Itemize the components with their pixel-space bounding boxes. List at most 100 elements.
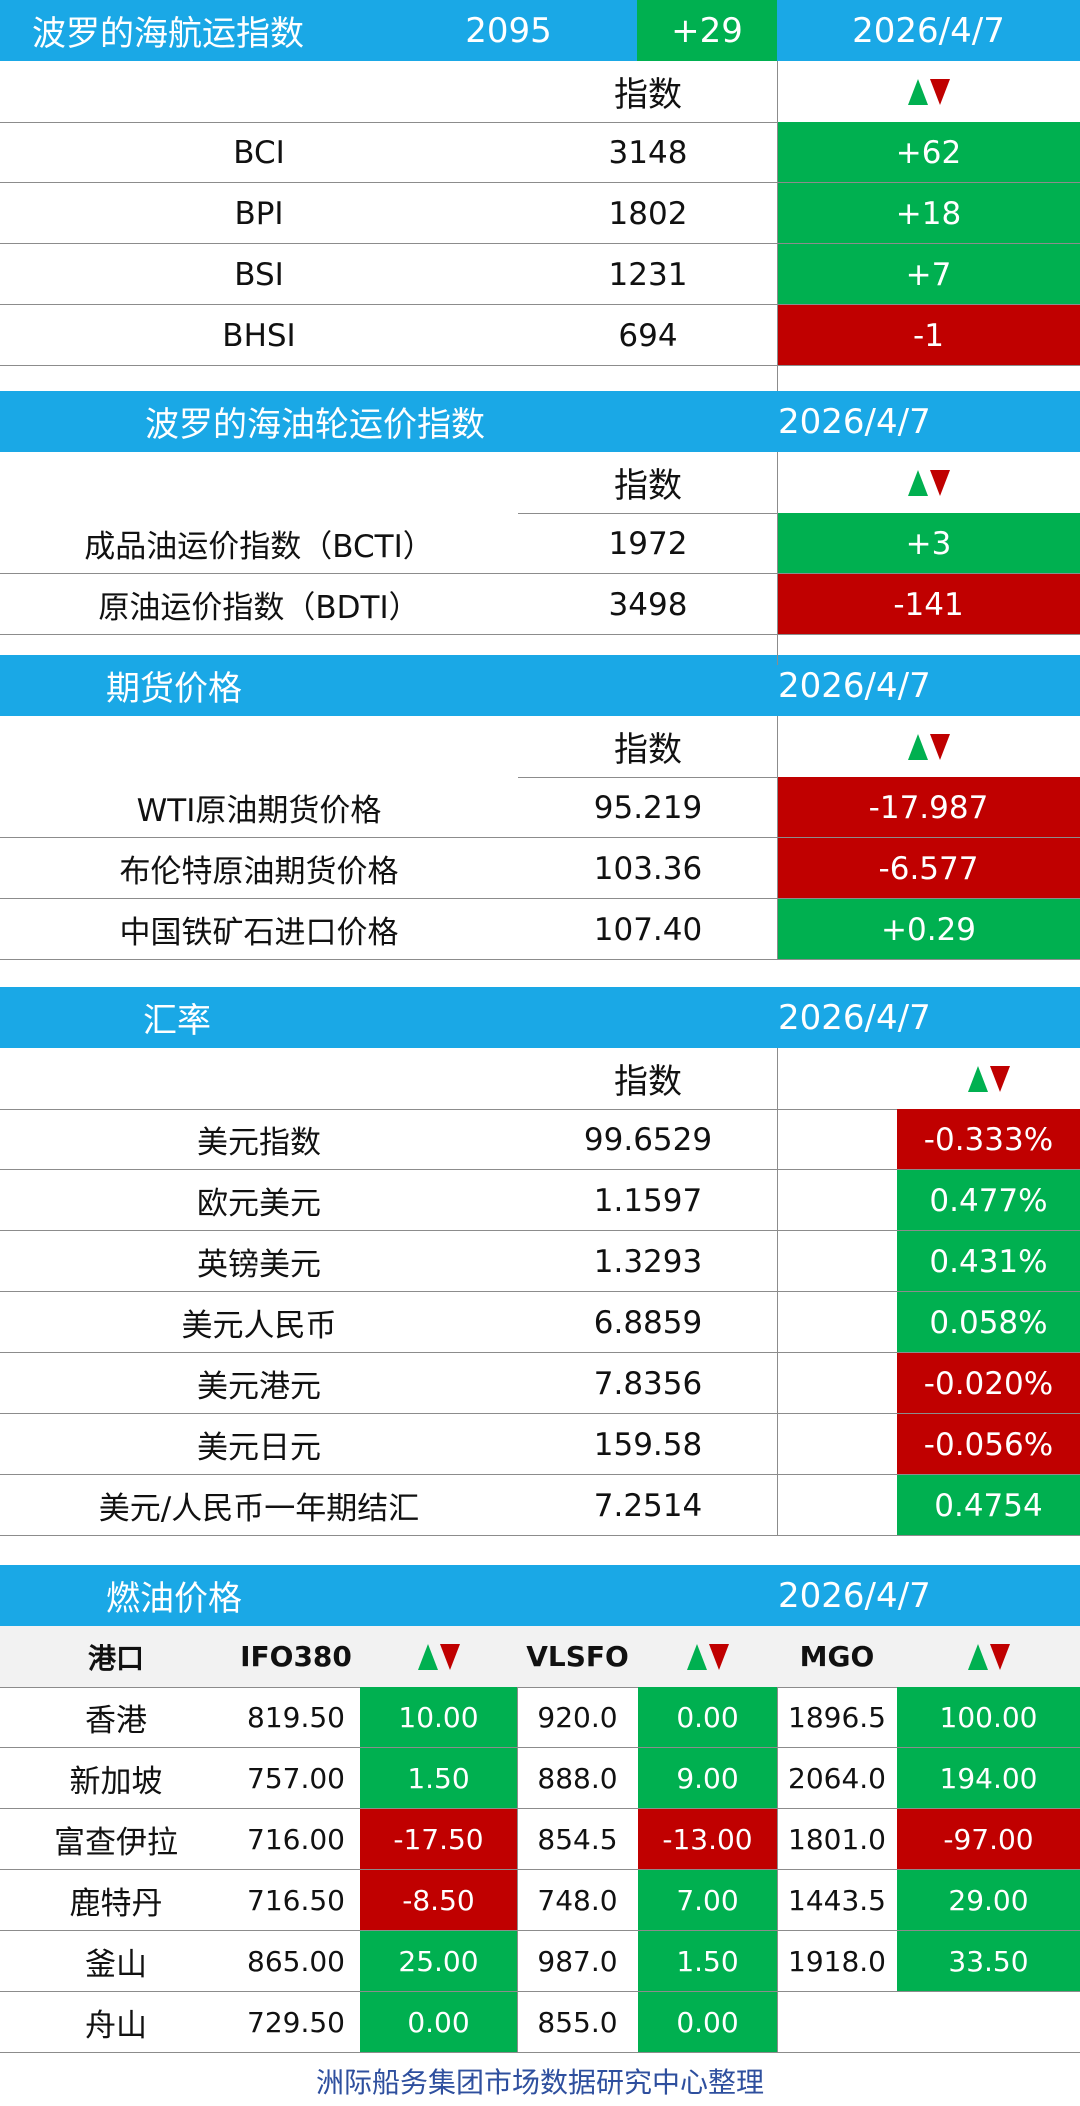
row-divider [0, 959, 1080, 960]
fuel-row-port: 香港 [85, 1703, 147, 1739]
fuel-row-ifo-change: -17.50 [360, 1809, 517, 1870]
fuel-row-ifo: 729.50 [247, 2006, 345, 2039]
table-row: 欧元美元 1.1597 0.477% [0, 1170, 1080, 1231]
bdi-row-value: 3148 [608, 134, 688, 171]
bdi-row-change: +7 [777, 244, 1080, 305]
futures-col-index: 指数 [614, 730, 682, 770]
tanker-row-name: 成品油运价指数（BCTI） [84, 529, 434, 565]
row-divider [0, 1230, 1080, 1231]
down-arrow-icon [929, 78, 950, 105]
fx-row-value: 7.8356 [593, 1365, 703, 1402]
futures-title: 期货价格 [0, 655, 630, 716]
table-row: 香港 819.50 10.00 920.0 0.00 1896.5 100.00 [0, 1687, 1080, 1748]
tanker-date: 2026/4/7 [630, 391, 1080, 452]
row-divider [0, 1869, 1080, 1870]
up-arrow-icon [686, 1643, 707, 1670]
table-row: BSI 1231 +7 [0, 244, 1080, 305]
tanker-row-value: 3498 [608, 586, 688, 623]
fuel-row-port: 富查伊拉 [54, 1825, 178, 1861]
up-arrow-icon [967, 1065, 988, 1092]
fuel-col-header: 港口 IFO380 VLSFO MGO [0, 1626, 1080, 1687]
fuel-row-mgo-change: 29.00 [897, 1870, 1080, 1931]
column-divider [777, 1048, 778, 1536]
fuel-row-ifo: 716.00 [247, 1823, 345, 1856]
fuel-row-ifo-change: 0.00 [360, 1992, 517, 2053]
bdi-row-change: -1 [777, 305, 1080, 366]
table-row: 成品油运价指数（BCTI） 1972 +3 [0, 513, 1080, 574]
futures-col-header: 指数 [0, 716, 1080, 777]
fx-row-value: 1.1597 [593, 1182, 703, 1219]
row-divider [0, 122, 1080, 123]
footer-credit: 洲际船务集团市场数据研究中心整理 [315, 2066, 764, 2099]
row-divider [0, 182, 1080, 183]
fuel-row-mgo: 1896.5 [788, 1701, 886, 1734]
fuel-row-vlsfo-change: 0.00 [638, 1687, 777, 1748]
tanker-row-change: +3 [777, 513, 1080, 574]
fuel-row-ifo: 757.00 [247, 1762, 345, 1795]
fx-col-arrows [897, 1048, 1080, 1109]
futures-row-name: 布伦特原油期货价格 [119, 854, 399, 890]
fuel-col-mgo-arrows [897, 1626, 1080, 1687]
bdi-row-value: 1802 [608, 195, 688, 232]
bdi-row-name: BCI [233, 134, 285, 171]
bdi-row-change: +18 [777, 183, 1080, 244]
table-row: 美元港元 7.8356 -0.020% [0, 1353, 1080, 1414]
fuel-row-port: 釜山 [85, 1947, 147, 1983]
table-row: 舟山 729.50 0.00 855.0 0.00 [0, 1992, 1080, 2053]
fx-row-name: 美元/人民币一年期结汇 [98, 1491, 420, 1527]
fuel-title: 燃油价格 [0, 1565, 630, 1626]
fuel-row-ifo-change: 25.00 [360, 1931, 517, 1992]
bdi-row-change: +62 [777, 122, 1080, 183]
tanker-header: 波罗的海油轮运价指数 2026/4/7 [0, 391, 1080, 452]
row-divider [0, 1930, 1080, 1931]
fuel-row-vlsfo-change: 0.00 [638, 1992, 777, 2053]
fuel-col-vlsfo-arrows [638, 1626, 777, 1687]
fuel-row-ifo-change: 1.50 [360, 1748, 517, 1809]
fx-row-change: -0.056% [897, 1414, 1080, 1475]
table-row: 釜山 865.00 25.00 987.0 1.50 1918.0 33.50 [0, 1931, 1080, 1992]
futures-col-arrows [777, 716, 1080, 777]
bdi-value: 2095 [380, 0, 637, 61]
down-arrow-icon [929, 469, 950, 496]
fuel-row-vlsfo: 748.0 [537, 1884, 618, 1917]
column-divider [517, 1687, 518, 2053]
fx-row-change: -0.020% [897, 1353, 1080, 1414]
fuel-row-vlsfo-change: 1.50 [638, 1931, 777, 1992]
futures-header: 期货价格 2026/4/7 [0, 655, 1080, 716]
fx-row-name: 美元日元 [197, 1430, 321, 1466]
fx-row-name: 欧元美元 [197, 1186, 321, 1222]
fuel-row-vlsfo: 854.5 [537, 1823, 618, 1856]
row-divider [0, 1109, 1080, 1110]
bdi-header: 波罗的海航运指数 2095 +29 2026/4/7 [0, 0, 1080, 61]
bdi-date: 2026/4/7 [777, 0, 1080, 61]
column-divider [777, 452, 778, 665]
row-divider [0, 1169, 1080, 1170]
bdi-col-arrows [777, 61, 1080, 122]
fx-row-value: 7.2514 [593, 1487, 703, 1524]
table-row: 美元指数 99.6529 -0.333% [0, 1109, 1080, 1170]
fx-row-change: 0.477% [897, 1170, 1080, 1231]
fuel-row-mgo-change: -97.00 [897, 1809, 1080, 1870]
tanker-row-change: -141 [777, 574, 1080, 635]
down-arrow-icon [929, 733, 950, 760]
tanker-row-value: 1972 [608, 525, 688, 562]
row-divider [0, 837, 1080, 838]
fx-row-value: 159.58 [593, 1426, 703, 1463]
fuel-row-vlsfo: 920.0 [537, 1701, 618, 1734]
fuel-row-mgo-change: 100.00 [897, 1687, 1080, 1748]
row-divider [0, 1991, 1080, 1992]
fuel-row-ifo-change: 10.00 [360, 1687, 517, 1748]
bdi-row-value: 694 [618, 317, 678, 354]
row-divider [0, 1687, 1080, 1688]
fuel-row-ifo: 865.00 [247, 1945, 345, 1978]
fx-date: 2026/4/7 [630, 987, 1080, 1048]
bdi-title: 波罗的海航运指数 [0, 0, 380, 61]
fuel-row-ifo: 819.50 [247, 1701, 345, 1734]
fuel-row-vlsfo: 855.0 [537, 2006, 618, 2039]
fuel-row-mgo-change: 33.50 [897, 1931, 1080, 1992]
down-arrow-icon [708, 1643, 729, 1670]
column-divider [777, 1687, 778, 2053]
table-row: 富查伊拉 716.00 -17.50 854.5 -13.00 1801.0 -97.00 [0, 1809, 1080, 1870]
table-row: BPI 1802 +18 [0, 183, 1080, 244]
fuel-row-port: 鹿特丹 [69, 1886, 163, 1922]
